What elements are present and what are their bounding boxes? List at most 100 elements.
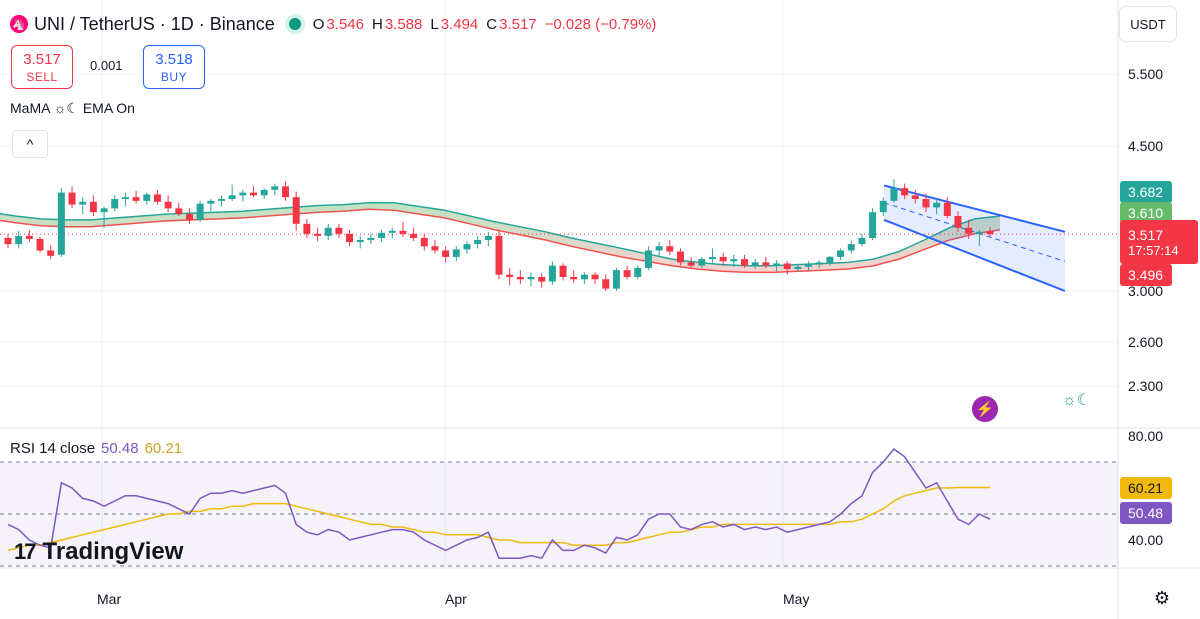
candle-body: [463, 244, 471, 250]
zap-icon[interactable]: ⚡: [972, 396, 998, 422]
market-open-status-icon: [288, 18, 301, 30]
uni-coin-icon: 🦄: [10, 15, 28, 33]
candle-body: [634, 267, 642, 277]
candle-body: [260, 189, 268, 196]
buy-price: 3.518: [155, 50, 193, 68]
open-value: 3.546: [326, 15, 364, 33]
upper-ma-tag: 3.682: [1120, 181, 1172, 203]
candle-body: [292, 197, 300, 224]
tradingview-logo: 17 TradingView: [14, 538, 183, 566]
high-value: 3.588: [384, 15, 423, 33]
rsi-ma-line: [7, 486, 990, 552]
candle-body: [666, 246, 674, 252]
candle-body: [730, 259, 738, 262]
candle-body: [185, 214, 193, 220]
candle-body: [698, 259, 706, 266]
candle-body: [164, 201, 172, 209]
candle-body: [217, 199, 225, 201]
candle-body: [719, 256, 727, 262]
candle-body: [420, 237, 428, 247]
price-tick-label: 3.000: [1128, 283, 1163, 299]
candle-body: [410, 233, 418, 238]
candle-body: [79, 201, 87, 205]
candle-body: [762, 262, 770, 266]
candle-body: [335, 227, 343, 234]
rsi-tick-label: 80.00: [1128, 428, 1163, 444]
last-price-tag: 3.517 17:57:14: [1120, 220, 1198, 264]
candle-body: [196, 203, 204, 220]
candle-body: [901, 188, 909, 196]
candle-body: [805, 264, 813, 267]
collapse-legend-button[interactable]: ^: [12, 130, 48, 158]
price-tick-label: 2.300: [1128, 378, 1163, 394]
tradingview-logo-text: TradingView: [42, 538, 184, 565]
high-key: H: [371, 15, 383, 33]
candle-body: [954, 216, 962, 228]
settings-gear-icon[interactable]: ⚙: [1153, 587, 1171, 608]
candle-body: [378, 232, 386, 238]
symbol-title[interactable]: UNI / TetherUS · 1D · Binance: [34, 13, 275, 34]
rsi-ma-tag: 60.21: [1120, 477, 1172, 499]
candle-body: [399, 230, 407, 234]
candle-body: [282, 186, 290, 198]
ma-lower-line: [0, 208, 1001, 274]
candle-body: [47, 250, 55, 256]
change-value: −0.028 (−0.79%): [544, 15, 657, 33]
candle-body: [367, 237, 375, 240]
candle-body: [879, 200, 887, 213]
candle-body: [815, 262, 823, 265]
candle-body: [548, 265, 556, 282]
candle-body: [484, 235, 492, 240]
candle-body: [100, 208, 108, 213]
rsi-line: [7, 447, 991, 560]
chart-header: 🦄 UNI / TetherUS · 1D · Binance O 3.546 H…: [10, 10, 662, 38]
candle-body: [943, 202, 951, 217]
candle-body: [837, 250, 845, 257]
price-tick-label: 4.500: [1128, 138, 1163, 154]
buy-button[interactable]: 3.518 BUY: [143, 45, 205, 89]
low-key: L: [430, 15, 439, 33]
candle-body: [111, 199, 119, 209]
candle-body: [986, 231, 994, 235]
currency-select-button[interactable]: USDT: [1119, 6, 1177, 42]
candle-body: [495, 235, 503, 275]
candle-body: [303, 223, 311, 234]
candle-body: [442, 250, 450, 257]
rsi-ma-value: 60.21: [144, 440, 183, 457]
sell-button[interactable]: 3.517 SELL: [11, 45, 73, 89]
candle-body: [847, 244, 855, 251]
lower-ma-tag: 3.496: [1120, 264, 1172, 286]
price-tick-label: 2.600: [1128, 334, 1163, 350]
candle-body: [538, 276, 546, 282]
candle-body: [890, 188, 898, 201]
indicator-legend[interactable]: MaMA ☼☾ EMA On: [10, 100, 135, 116]
candle-body: [143, 194, 151, 201]
price-axis: 5.500 4.500 3.000 2.600 2.300 80.00 40.00: [1128, 66, 1163, 548]
candle-body: [175, 208, 183, 215]
candle-body: [741, 259, 748, 266]
candle-body: [655, 246, 663, 251]
candle-body: [121, 197, 129, 200]
ma-upper-line: [0, 201, 1001, 267]
candle-body: [623, 270, 631, 277]
ohlc-readout: O 3.546 H 3.588 L 3.494 C 3.517 −0.028 (−0.7…: [313, 16, 663, 33]
candle-body: [474, 239, 482, 245]
candle-countdown: 17:57:14: [1128, 242, 1179, 258]
time-axis: Mar Apr May: [97, 591, 809, 607]
tradingview-logo-icon: 17: [14, 539, 37, 564]
rsi-legend[interactable]: RSI 14 close 50.48 60.21: [10, 440, 182, 457]
rsi-value: 50.48: [101, 440, 139, 457]
candlestick-pane: [0, 179, 1118, 292]
candle-body: [314, 233, 322, 236]
rsi-pane: [0, 447, 1118, 567]
candle-body: [324, 227, 332, 236]
candle-body: [25, 235, 33, 239]
candle-body: [922, 199, 930, 208]
open-key: O: [312, 15, 325, 33]
candle-body: [228, 195, 236, 200]
low-value: 3.494: [440, 15, 479, 33]
candle-body: [975, 231, 983, 234]
candle-body: [794, 266, 802, 270]
